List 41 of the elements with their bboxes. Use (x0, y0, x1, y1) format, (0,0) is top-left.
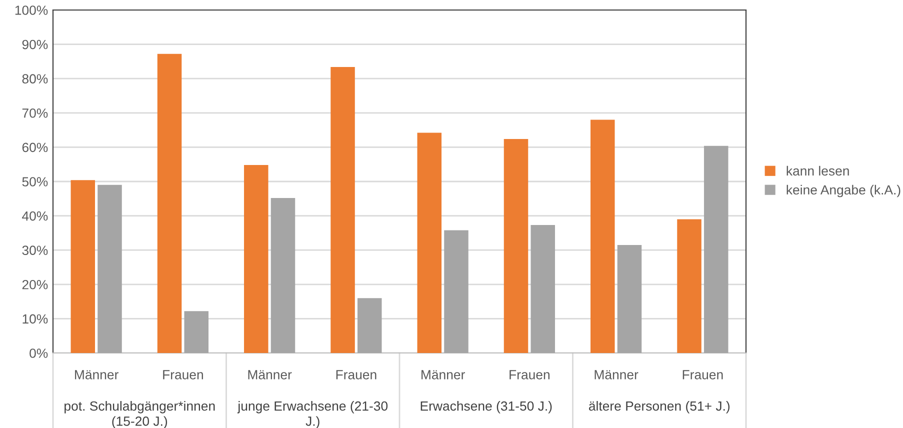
bar (70, 180, 96, 353)
y-tick-label: 60% (22, 142, 48, 152)
y-tick-label: 90% (22, 40, 48, 50)
y-tick-label: 20% (22, 280, 48, 290)
x-tick-label: Frauen (336, 370, 376, 380)
bar (244, 165, 268, 353)
x-tick-label: Frauen (682, 370, 723, 380)
bar (157, 54, 182, 353)
bar (444, 230, 468, 353)
bar (417, 132, 442, 353)
text: pot. Schulabgänger*innen (15-20 J.) (64, 401, 215, 428)
bar (677, 219, 702, 353)
y-tick-label: 50% (22, 177, 48, 186)
legend-label: kann lesen (786, 166, 849, 176)
bar (270, 198, 296, 353)
bar (590, 120, 615, 353)
y-tick-label: 70% (22, 108, 48, 118)
text: junge Erwachsene (21-30 J.) (237, 401, 388, 428)
y-tick-label: 80% (22, 74, 48, 84)
x-tick-label: Männer (594, 370, 638, 380)
y-tick-label: 0% (30, 348, 48, 358)
bar (98, 184, 122, 353)
bar (530, 225, 555, 353)
text: Erwachsene (31-50 J.) (420, 401, 552, 414)
x-tick-label: Männer (248, 370, 292, 380)
legend-label: keine Angabe (k.A.) (786, 184, 900, 198)
y-tick-label: 100% (15, 6, 48, 15)
bar (704, 146, 728, 353)
bar (357, 298, 382, 353)
x-tick-label: Männer (75, 370, 118, 380)
bar (184, 311, 208, 353)
y-tick-label: 30% (22, 246, 48, 256)
y-tick-label: 40% (22, 211, 48, 221)
x-tick-label: Männer (422, 370, 465, 380)
x-tick-label: Frauen (510, 370, 550, 380)
x-tick-label: Frauen (163, 370, 203, 380)
bar (330, 66, 355, 353)
y-tick-label: 10% (22, 314, 48, 324)
bar (617, 244, 642, 353)
text: ältere Personen (51+ J.) (588, 401, 730, 414)
bar (504, 138, 528, 353)
